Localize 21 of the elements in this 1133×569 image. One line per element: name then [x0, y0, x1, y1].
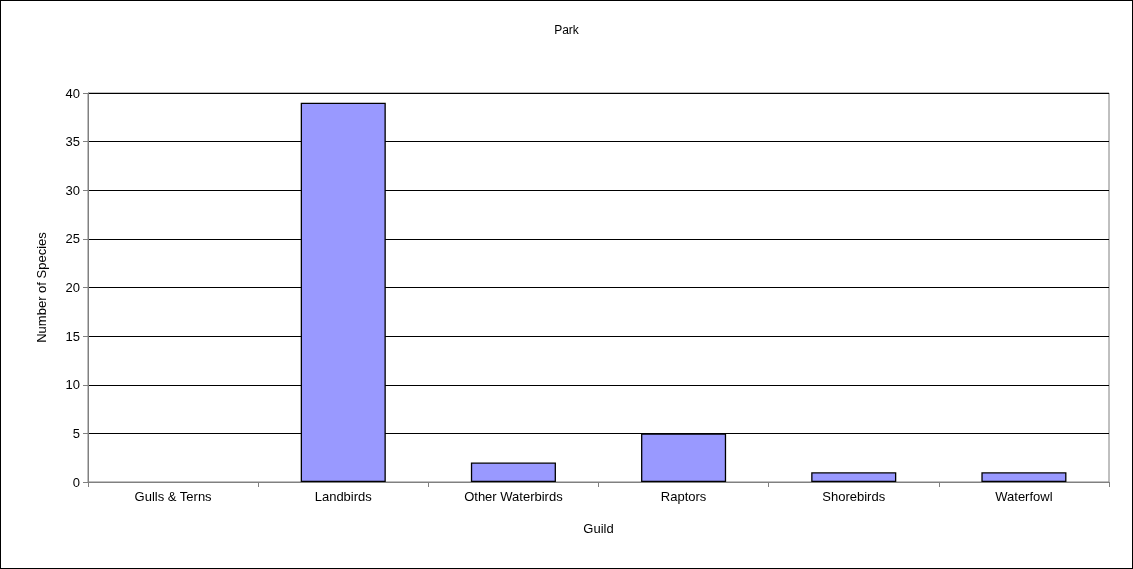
- y-tick-label: 20: [65, 280, 80, 295]
- bar: [981, 472, 1067, 482]
- x-tick-label: Gulls & Terns: [134, 489, 213, 504]
- x-axis-title: Guild: [583, 521, 614, 536]
- x-tick-label: Raptors: [660, 489, 707, 504]
- y-tick-label: 5: [72, 425, 80, 441]
- chart-title: Park: [554, 23, 580, 37]
- bar: [470, 462, 556, 482]
- y-tick-label: 40: [65, 85, 80, 101]
- x-tick-label: Other Waterbirds: [464, 489, 564, 504]
- y-tick-label: 30: [65, 182, 80, 198]
- y-tick-label: 0: [72, 474, 80, 490]
- x-tick-label: Landbirds: [314, 489, 373, 504]
- x-tick-label: Shorebirds: [822, 489, 886, 504]
- y-tick-label: 25: [65, 231, 80, 247]
- y-tick-label: 10: [65, 377, 80, 393]
- y-tick-label: 15: [65, 328, 80, 344]
- bar: [811, 472, 897, 482]
- y-tick-label: 35: [65, 134, 80, 150]
- y-axis-title: Number of Species: [34, 231, 49, 343]
- x-tick-label: Waterfowl: [995, 489, 1053, 504]
